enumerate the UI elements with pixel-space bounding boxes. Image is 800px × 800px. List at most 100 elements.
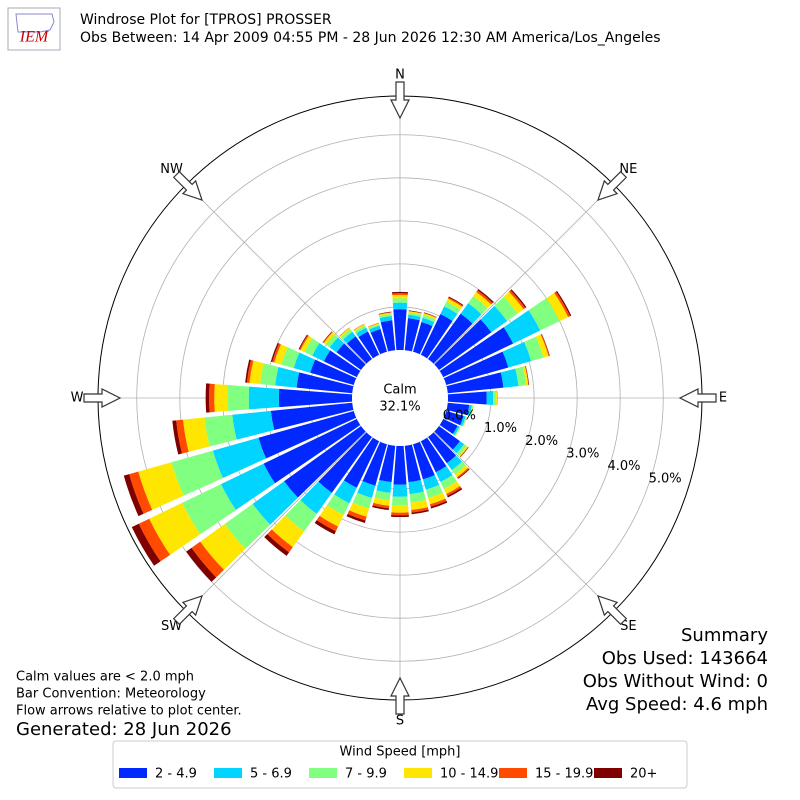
wind-bar-segment <box>270 342 279 363</box>
wind-bar-segment <box>346 336 372 364</box>
flow-arrow-shape <box>172 170 203 201</box>
wind-bar-segment <box>429 498 447 507</box>
calm-circle <box>352 350 448 446</box>
wind-bar-segment <box>316 515 339 532</box>
wind-bar-segment <box>404 318 420 352</box>
wind-bar-segment <box>183 417 210 452</box>
wind-bar-segment <box>336 343 366 370</box>
wind-bar-segment <box>422 314 436 323</box>
wind-bar-segment <box>224 503 271 549</box>
wind-bar-segment <box>435 466 453 482</box>
wind-bar-segment <box>522 366 529 386</box>
wind-bar-segment <box>439 418 458 435</box>
wind-bar-segment <box>304 338 320 356</box>
wind-bar-segment <box>191 541 224 578</box>
legend-label: 5 - 6.9 <box>250 767 292 782</box>
wind-bar-segment <box>411 507 429 513</box>
wind-bar-segment <box>271 515 305 548</box>
wind-bar-segment <box>392 298 408 303</box>
wind-bar-segment <box>284 426 366 498</box>
wind-bar-segment <box>322 331 333 343</box>
wind-bar-segment <box>176 419 189 454</box>
flow-arrow <box>678 388 717 408</box>
wind-bar-segment <box>326 494 350 515</box>
wind-bar-segment <box>319 505 344 527</box>
note: Calm values are < 2.0 mph <box>16 670 194 685</box>
legend: Wind Speed [mph] 2 - 4.9 5 - 6.9 7 - 9.9 10… <box>112 740 688 789</box>
wind-bar-segment <box>554 291 571 318</box>
wind-bar-segment <box>503 310 541 344</box>
radial-tick-label: 5.0% <box>649 472 682 487</box>
wind-bar-segment <box>541 333 550 357</box>
wind-bar-segment <box>368 324 380 330</box>
logo: IEM <box>7 7 61 51</box>
legend-swatch <box>309 768 337 778</box>
wind-bar-segment <box>349 502 369 517</box>
wind-bar-segment <box>379 313 392 319</box>
flow-arrow <box>172 595 203 626</box>
wind-bar-segment <box>434 426 460 450</box>
legend-label: 20+ <box>630 767 657 782</box>
wind-bar-segment <box>393 309 407 351</box>
legend-label: 7 - 9.9 <box>345 767 387 782</box>
wind-bar-segment <box>408 479 424 495</box>
wind-bar-segment <box>323 350 361 378</box>
wind-bar-segment <box>138 462 184 510</box>
wind-bar-segment <box>272 343 281 363</box>
wind-bar-segment <box>458 445 468 457</box>
wind-bar-segment <box>372 502 390 509</box>
wind-bar-segment <box>412 321 433 355</box>
legend-swatch <box>404 768 432 778</box>
wind-bar-segment <box>443 481 461 495</box>
wind-bar-segment <box>428 492 446 505</box>
wind-bar-segment <box>300 335 313 352</box>
summary-line: Avg Speed: 4.6 mph <box>586 694 768 715</box>
wind-bar-segment <box>368 323 380 328</box>
wind-bar-segment <box>300 481 332 514</box>
wind-bar-segment <box>298 334 308 350</box>
radial-tick-label: 4.0% <box>607 459 640 474</box>
wind-bar-segment <box>476 290 493 305</box>
wind-bar-segment <box>310 359 357 386</box>
flow-arrow <box>597 170 628 201</box>
wind-bar-segment <box>496 390 498 406</box>
wind-bar-segment <box>446 402 470 416</box>
radial-tick-label: 0.0% <box>443 409 476 424</box>
wind-bar-segment <box>447 391 487 405</box>
wind-bar-segment <box>220 463 275 510</box>
wind-bar-segment <box>275 367 300 388</box>
wind-bar-segment <box>392 291 408 294</box>
wind-bar-segment <box>469 405 474 417</box>
wind-bar-segment <box>439 327 514 378</box>
wind-bar-segment <box>352 492 372 509</box>
flow-arrow-shape <box>597 170 628 201</box>
wind-bar-segment <box>391 512 409 516</box>
wind-bar-segment <box>391 496 409 506</box>
logo-outline <box>15 13 55 33</box>
wind-bar-segment <box>452 441 465 454</box>
wind-bar-segment <box>204 414 237 447</box>
wind-bar-segment <box>171 450 223 496</box>
radial-grid-line <box>186 184 367 365</box>
wind-bar-segment <box>510 289 527 308</box>
wind-bar-segment <box>546 292 569 322</box>
wind-bar-segment <box>456 467 470 479</box>
wind-bar-segment <box>281 347 300 369</box>
wind-bar-segment <box>379 315 393 323</box>
wind-bar-segment <box>249 360 264 385</box>
wind-bar-segment <box>232 410 275 440</box>
wind-bar-segment <box>182 484 236 535</box>
wind-bar-segment <box>460 303 482 324</box>
wind-bar-segment <box>278 388 353 408</box>
wind-bar-segment <box>258 410 357 459</box>
wind-bar-segment <box>444 301 461 314</box>
wind-bar-segment <box>392 302 408 310</box>
wind-bar-segment <box>515 366 527 387</box>
compass-label: SE <box>620 619 636 634</box>
wind-bar-segment <box>486 391 494 405</box>
wind-bar-segment <box>354 325 367 334</box>
wind-bar-segment <box>440 474 457 489</box>
compass-label: NE <box>619 162 637 177</box>
wind-bar-segment <box>480 305 508 333</box>
wind-bar-segment <box>245 359 251 383</box>
